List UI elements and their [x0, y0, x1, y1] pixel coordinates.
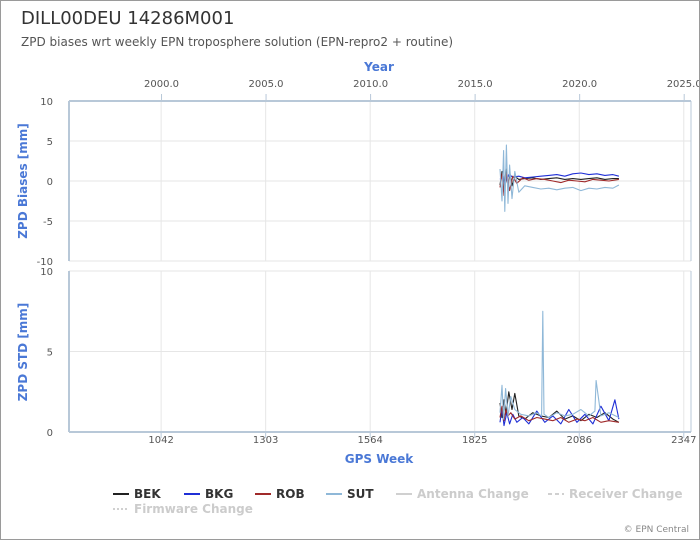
series-line-sut: [499, 144, 620, 212]
series-line-sut: [499, 310, 620, 420]
y-tick-label: -5: [43, 217, 53, 228]
gps-week-tick-label: 2347: [671, 435, 696, 446]
gps-week-tick-label: 1825: [462, 435, 487, 446]
legend-label-receiver-change: Receiver Change: [569, 487, 683, 501]
legend-label-bkg: BKG: [205, 487, 233, 501]
top-y-axis-title: ZPD Biases [mm]: [16, 123, 30, 239]
year-tick-label: 2020.0: [562, 79, 597, 90]
legend-label-bek: BEK: [134, 487, 161, 501]
gps-week-tick-label: 2086: [567, 435, 592, 446]
bottom-y-axis-title: ZPD STD [mm]: [16, 303, 30, 402]
series-line-rob: [499, 405, 619, 423]
legend-label-antenna-change: Antenna Change: [417, 487, 529, 501]
gps-week-tick-label: 1042: [148, 435, 173, 446]
year-axis-title: Year: [363, 60, 394, 74]
gps-week-tick-label: 1564: [357, 435, 382, 446]
credit-text: © EPN Central: [623, 525, 689, 535]
y-tick-label: 5: [47, 137, 53, 148]
legend-label-sut: SUT: [347, 487, 374, 501]
y-tick-label: 10: [40, 97, 53, 108]
y-tick-label: -10: [37, 257, 53, 268]
year-tick-label: 2010.0: [353, 79, 388, 90]
year-tick-label: 2025.0: [667, 79, 699, 90]
y-tick-label: 0: [47, 428, 53, 439]
legend-label-rob: ROB: [276, 487, 305, 501]
chart-title: DILL00DEU 14286M001: [21, 8, 235, 29]
gps-week-axis-title: GPS Week: [345, 452, 415, 466]
legend-label-firmware-change: Firmware Change: [134, 502, 253, 516]
chart-subtitle: ZPD biases wrt weekly EPN troposphere so…: [21, 35, 454, 49]
plot-layer: 2000.0 2005.0 2010.0 2015.0 2020.0 2025.0 10 5 0…: [37, 79, 699, 446]
legend: BEK BKG ROB SUT Antenna Change Receiver Chang…: [113, 487, 683, 516]
gps-week-tick-label: 1303: [253, 435, 278, 446]
y-tick-label: 10: [40, 267, 53, 278]
y-tick-label: 0: [47, 177, 53, 188]
year-tick-label: 2000.0: [144, 79, 179, 90]
year-tick-label: 2005.0: [249, 79, 284, 90]
year-tick-label: 2015.0: [458, 79, 493, 90]
series-line-bkg: [499, 399, 620, 427]
y-tick-label: 5: [47, 348, 53, 359]
